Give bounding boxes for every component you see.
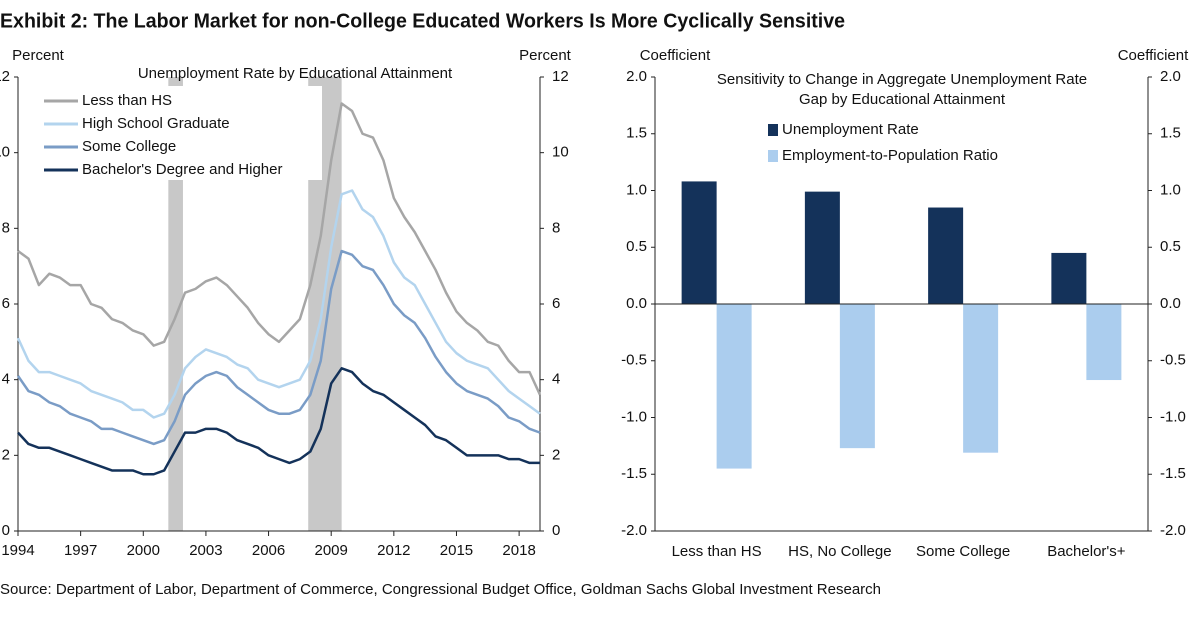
y-tick-label: 8 [2, 219, 10, 236]
x-tick-label: Less than HS [672, 543, 762, 560]
x-tick-label: Some College [916, 543, 1010, 560]
y-axis-title: Coefficient [640, 47, 711, 64]
y-tick-label: 2 [2, 446, 10, 463]
x-tick-label: 2000 [127, 542, 160, 559]
y2-tick-label: 12 [552, 68, 569, 85]
series-line [16, 249, 541, 446]
bar [963, 304, 999, 453]
source-note: Source: Department of Labor, Department … [0, 581, 881, 598]
bar [716, 304, 752, 469]
y-tick-label: 10 [0, 144, 10, 161]
legend-label: Employment-to-Population Ratio [782, 147, 998, 164]
y2-tick-label: -1.5 [1160, 465, 1186, 482]
y2-tick-label: 0.5 [1160, 238, 1181, 255]
bar [1051, 252, 1087, 304]
y2-axis-title: Percent [519, 47, 572, 64]
legend-label: Less than HS [82, 92, 172, 109]
legend-label: Some College [82, 138, 176, 155]
y2-tick-label: 1.5 [1160, 125, 1181, 142]
bar [839, 304, 875, 449]
y2-tick-label: 1.0 [1160, 181, 1181, 198]
chart-title: Sensitivity to Change in Aggregate Unemp… [717, 71, 1087, 88]
series-line [16, 189, 541, 419]
y2-tick-label: 0.0 [1160, 295, 1181, 312]
x-tick-label: 1997 [64, 542, 97, 559]
y-tick-label: 4 [2, 371, 10, 388]
x-tick-label: 2018 [502, 542, 535, 559]
y2-tick-label: 2 [552, 446, 560, 463]
series-line [17, 367, 540, 476]
x-tick-label: 2015 [440, 542, 473, 559]
y2-tick-label: 0 [552, 522, 560, 539]
y-axis-title: Percent [12, 47, 65, 64]
y-tick-label: 1.5 [626, 125, 647, 142]
y-tick-label: 6 [2, 295, 10, 312]
y-tick-label: -2.0 [621, 522, 647, 539]
y-tick-label: 0.0 [626, 295, 647, 312]
y2-tick-label: -2.0 [1160, 522, 1186, 539]
y-tick-label: -0.5 [621, 352, 647, 369]
chart-title: Gap by Educational Attainment [799, 91, 1006, 108]
y2-tick-label: -0.5 [1160, 352, 1186, 369]
y2-tick-label: 4 [552, 371, 560, 388]
y2-axis-title: Coefficient [1118, 47, 1189, 64]
exhibit-title: Exhibit 2: The Labor Market for non-Coll… [0, 10, 845, 32]
x-tick-label: 2006 [252, 542, 285, 559]
legend-swatch [768, 124, 778, 136]
y-tick-label: 0.5 [626, 238, 647, 255]
bar [928, 207, 964, 304]
y-tick-label: -1.0 [621, 408, 647, 425]
y-tick-label: 0 [2, 522, 10, 539]
x-tick-label: 2009 [315, 542, 348, 559]
y-tick-label: 2.0 [626, 68, 647, 85]
y2-tick-label: 8 [552, 219, 560, 236]
x-tick-label: 2012 [377, 542, 410, 559]
y2-tick-label: 6 [552, 295, 560, 312]
y-tick-label: -1.5 [621, 465, 647, 482]
x-tick-label: Bachelor's+ [1047, 543, 1126, 560]
legend-label: High School Graduate [82, 115, 230, 132]
bar [681, 181, 717, 304]
x-tick-label: 1994 [1, 542, 34, 559]
x-tick-label: HS, No College [788, 543, 891, 560]
legend-label: Unemployment Rate [782, 121, 919, 138]
legend-label: Bachelor's Degree and Higher [82, 161, 282, 178]
bar [1086, 304, 1122, 381]
chart-title: Unemployment Rate by Educational Attainm… [138, 65, 453, 82]
bar [804, 191, 840, 304]
y-tick-label: 1.0 [626, 181, 647, 198]
y2-tick-label: 10 [552, 144, 569, 161]
legend-swatch [768, 150, 778, 162]
y-tick-label: 12 [0, 68, 10, 85]
y2-tick-label: -1.0 [1160, 408, 1186, 425]
x-tick-label: 2003 [189, 542, 222, 559]
recession-shade [168, 77, 183, 531]
y2-tick-label: 2.0 [1160, 68, 1181, 85]
series-line [17, 102, 542, 396]
